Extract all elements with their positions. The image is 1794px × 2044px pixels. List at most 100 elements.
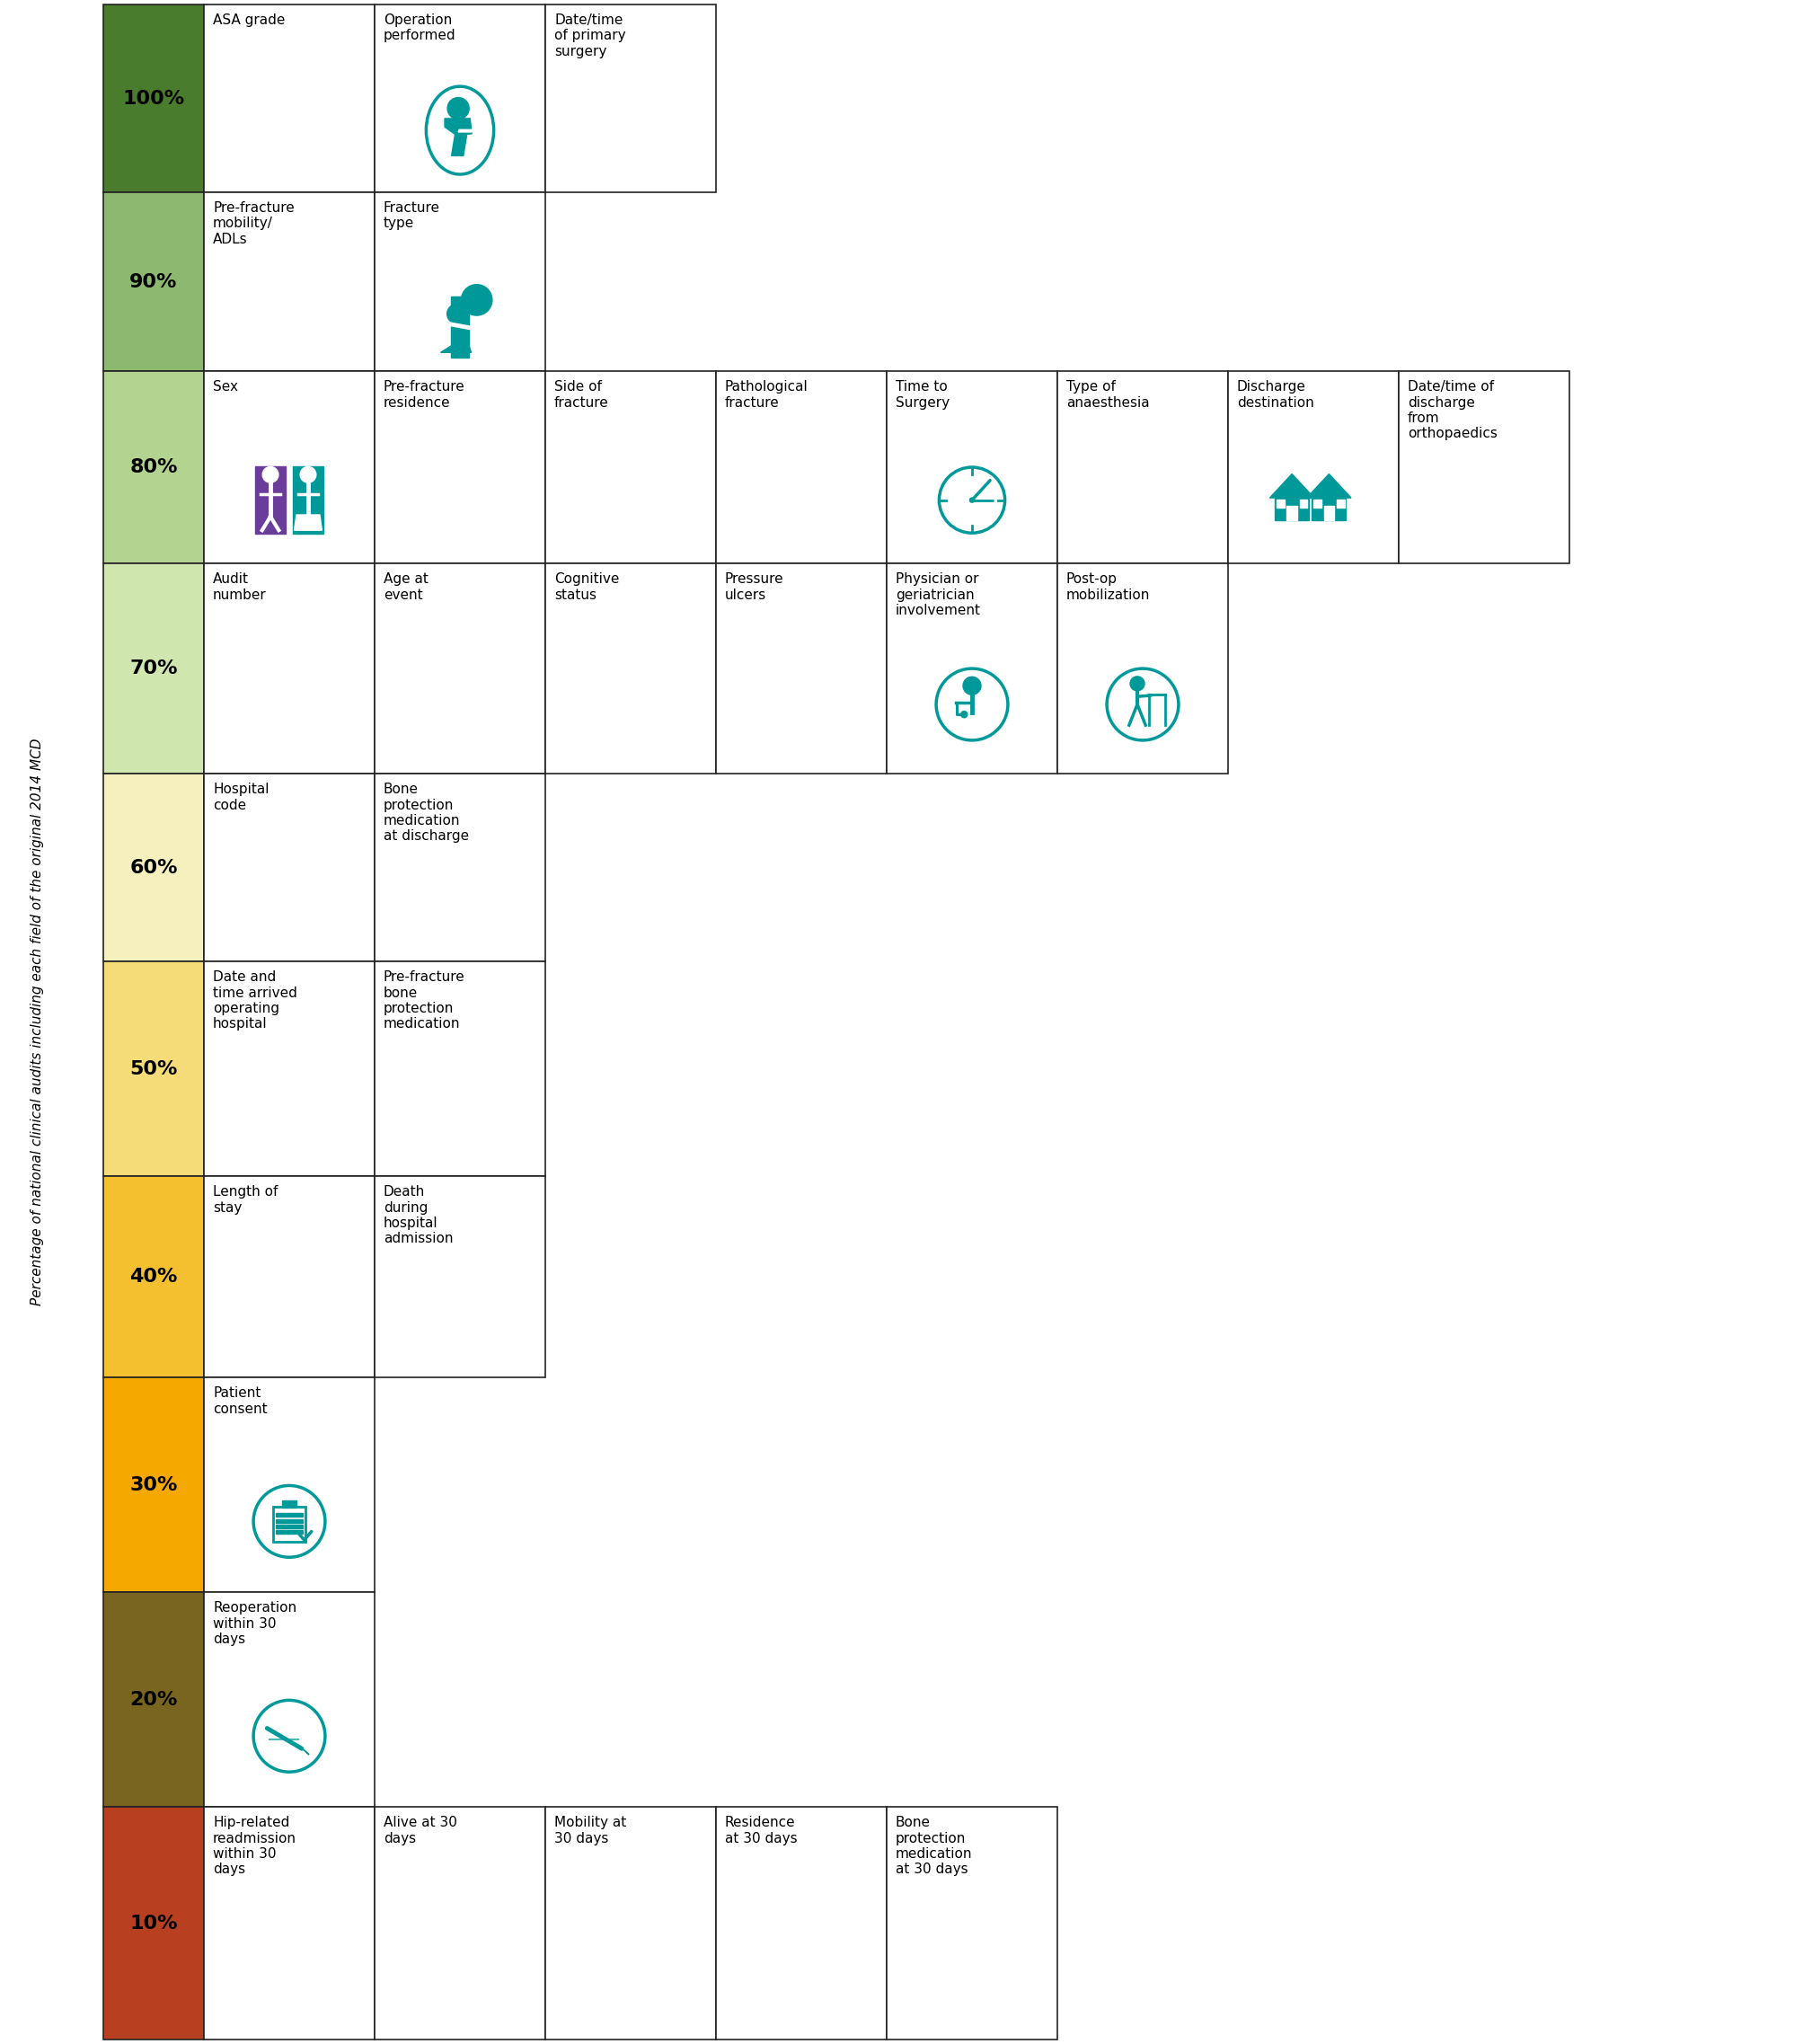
Text: 80%: 80% (129, 458, 178, 476)
Bar (375, 775, 545, 961)
Bar (205, 192, 375, 372)
Text: Side of
fracture: Side of fracture (554, 380, 608, 409)
Bar (104, 961, 205, 1175)
Text: Hospital
code: Hospital code (213, 783, 269, 811)
Polygon shape (298, 1746, 309, 1754)
Bar (375, 4, 545, 192)
Bar (545, 372, 716, 564)
Bar (104, 775, 205, 961)
Circle shape (262, 466, 278, 482)
Bar (1337, 499, 1344, 507)
Bar (104, 1378, 205, 1592)
Bar (276, 1525, 303, 1529)
Bar (1276, 497, 1310, 521)
Bar (1399, 372, 1570, 564)
Circle shape (447, 98, 468, 119)
Polygon shape (294, 515, 321, 529)
Bar (1276, 499, 1285, 507)
Text: Date and
time arrived
operating
hospital: Date and time arrived operating hospital (213, 971, 298, 1030)
Text: 40%: 40% (129, 1267, 178, 1286)
Bar (375, 961, 545, 1175)
Bar (276, 1513, 303, 1517)
Text: Death
during
hospital
admission: Death during hospital admission (384, 1186, 454, 1245)
Bar (375, 372, 545, 564)
Text: 50%: 50% (129, 1061, 178, 1077)
Text: Sex: Sex (213, 380, 239, 394)
Bar (375, 192, 545, 372)
Text: Type of
anaesthesia: Type of anaesthesia (1066, 380, 1150, 409)
Polygon shape (450, 296, 468, 358)
Bar (104, 4, 205, 192)
Text: 30%: 30% (129, 1476, 178, 1494)
Text: Alive at 30
days: Alive at 30 days (384, 1815, 457, 1846)
Text: Mobility at
30 days: Mobility at 30 days (554, 1815, 626, 1846)
Text: Pre-fracture
residence: Pre-fracture residence (384, 380, 465, 409)
Bar (205, 1378, 375, 1592)
Bar (886, 372, 1057, 564)
Circle shape (963, 677, 981, 695)
Bar (1313, 499, 1322, 507)
Text: Time to
Surgery: Time to Surgery (895, 380, 949, 409)
Text: Hip-related
readmission
within 30
days: Hip-related readmission within 30 days (213, 1815, 296, 1876)
Text: Audit
number: Audit number (213, 572, 267, 601)
Bar (276, 1529, 303, 1533)
Text: Percentage of national clinical audits including each field of the original 2014: Percentage of national clinical audits i… (30, 738, 45, 1306)
Polygon shape (452, 135, 466, 155)
Polygon shape (1270, 474, 1313, 499)
Bar (545, 4, 716, 192)
Text: Post-op
mobilization: Post-op mobilization (1066, 572, 1150, 601)
Bar (886, 1807, 1057, 2040)
Bar (545, 1807, 716, 2040)
Bar (1057, 564, 1229, 775)
Text: 20%: 20% (129, 1690, 178, 1709)
Text: ASA grade: ASA grade (213, 14, 285, 27)
Bar (104, 1175, 205, 1378)
Bar (205, 372, 375, 564)
Bar (104, 1592, 205, 1807)
Bar (1229, 372, 1399, 564)
Bar (716, 564, 886, 775)
Polygon shape (1306, 474, 1351, 499)
Bar (886, 564, 1057, 775)
Text: Date/time of
discharge
from
orthopaedics: Date/time of discharge from orthopaedics (1408, 380, 1498, 442)
Text: Discharge
destination: Discharge destination (1238, 380, 1313, 409)
Bar (104, 372, 205, 564)
Bar (104, 1807, 205, 2040)
Text: Pressure
ulcers: Pressure ulcers (725, 572, 784, 601)
Bar (716, 1807, 886, 2040)
Bar (1311, 497, 1346, 521)
Circle shape (971, 499, 974, 503)
Bar (104, 192, 205, 372)
Bar (276, 1519, 303, 1523)
Text: Length of
stay: Length of stay (213, 1186, 278, 1214)
Text: 90%: 90% (129, 272, 178, 290)
Text: Reoperation
within 30
days: Reoperation within 30 days (213, 1600, 296, 1645)
Bar (545, 564, 716, 775)
Bar (292, 466, 323, 533)
Bar (205, 564, 375, 775)
Bar (255, 466, 285, 533)
Bar (375, 564, 545, 775)
Bar (1324, 505, 1335, 521)
Circle shape (461, 284, 492, 315)
Bar (375, 1807, 545, 2040)
Polygon shape (466, 292, 481, 313)
Text: 60%: 60% (129, 858, 178, 877)
Circle shape (962, 711, 967, 717)
Circle shape (300, 466, 316, 482)
Text: Bone
protection
medication
at discharge: Bone protection medication at discharge (384, 783, 468, 842)
Bar (375, 1175, 545, 1378)
Bar (282, 1500, 296, 1508)
Polygon shape (441, 345, 472, 352)
Text: Fracture
type: Fracture type (384, 200, 440, 231)
Text: Pre-fracture
bone
protection
medication: Pre-fracture bone protection medication (384, 971, 465, 1030)
Bar (205, 961, 375, 1175)
Bar (716, 372, 886, 564)
Text: Physician or
geriatrician
involvement: Physician or geriatrician involvement (895, 572, 981, 617)
Bar (273, 1506, 305, 1543)
Bar (205, 4, 375, 192)
Text: 100%: 100% (122, 90, 185, 108)
Bar (104, 564, 205, 775)
Text: Operation
performed: Operation performed (384, 14, 456, 43)
Bar (205, 1807, 375, 2040)
